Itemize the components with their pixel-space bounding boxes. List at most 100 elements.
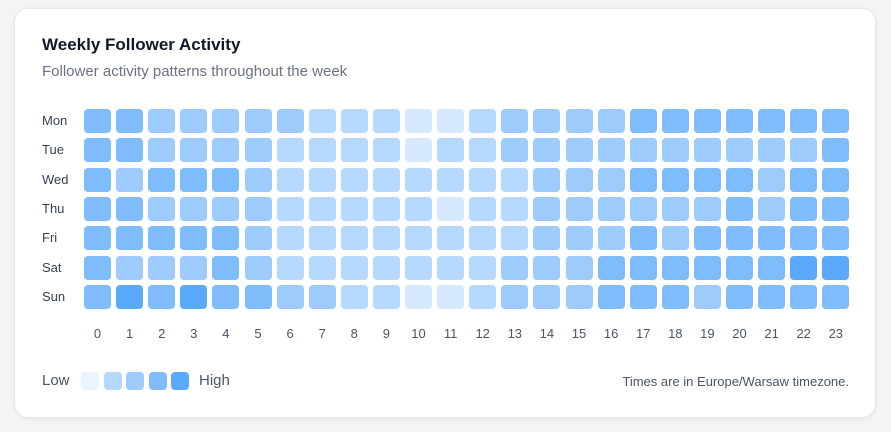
heatmap-cell[interactable] xyxy=(244,226,272,251)
heatmap-cell[interactable] xyxy=(405,255,432,280)
heatmap-cell[interactable] xyxy=(340,226,368,251)
heatmap-cell[interactable] xyxy=(116,284,144,309)
heatmap-cell[interactable] xyxy=(597,196,625,221)
heatmap-cell[interactable] xyxy=(533,138,561,163)
heatmap-cell[interactable] xyxy=(597,138,625,163)
heatmap-cell[interactable] xyxy=(597,167,625,192)
heatmap-cell[interactable] xyxy=(469,167,497,192)
heatmap-cell[interactable] xyxy=(437,226,465,251)
heatmap-cell[interactable] xyxy=(533,255,561,280)
heatmap-cell[interactable] xyxy=(469,226,497,251)
heatmap-cell[interactable] xyxy=(469,109,497,133)
heatmap-cell[interactable] xyxy=(308,167,336,192)
heatmap-cell[interactable] xyxy=(244,196,272,221)
heatmap-cell[interactable] xyxy=(212,138,240,163)
heatmap-cell[interactable] xyxy=(180,255,208,280)
heatmap-cell[interactable] xyxy=(693,109,721,133)
heatmap-cell[interactable] xyxy=(758,109,786,133)
heatmap-cell[interactable] xyxy=(84,284,111,309)
heatmap-cell[interactable] xyxy=(758,138,786,163)
heatmap-cell[interactable] xyxy=(244,109,272,133)
heatmap-cell[interactable] xyxy=(116,167,144,192)
heatmap-cell[interactable] xyxy=(84,138,111,163)
heatmap-cell[interactable] xyxy=(372,255,400,280)
heatmap-cell[interactable] xyxy=(726,196,753,221)
heatmap-cell[interactable] xyxy=(437,109,465,133)
heatmap-cell[interactable] xyxy=(340,196,368,221)
heatmap-cell[interactable] xyxy=(372,196,400,221)
heatmap-cell[interactable] xyxy=(726,167,753,192)
heatmap-cell[interactable] xyxy=(565,255,593,280)
heatmap-cell[interactable] xyxy=(116,138,144,163)
heatmap-cell[interactable] xyxy=(308,226,336,251)
heatmap-cell[interactable] xyxy=(597,226,625,251)
heatmap-cell[interactable] xyxy=(148,196,176,221)
heatmap-cell[interactable] xyxy=(276,255,304,280)
heatmap-cell[interactable] xyxy=(437,284,465,309)
heatmap-cell[interactable] xyxy=(469,284,497,309)
heatmap-cell[interactable] xyxy=(180,196,208,221)
heatmap-cell[interactable] xyxy=(372,109,400,133)
heatmap-cell[interactable] xyxy=(212,196,240,221)
heatmap-cell[interactable] xyxy=(84,255,111,280)
heatmap-cell[interactable] xyxy=(629,109,657,133)
heatmap-cell[interactable] xyxy=(629,255,657,280)
heatmap-cell[interactable] xyxy=(822,255,850,280)
heatmap-cell[interactable] xyxy=(212,109,240,133)
heatmap-cell[interactable] xyxy=(565,226,593,251)
heatmap-cell[interactable] xyxy=(790,196,818,221)
heatmap-cell[interactable] xyxy=(758,284,786,309)
heatmap-cell[interactable] xyxy=(629,167,657,192)
heatmap-cell[interactable] xyxy=(661,284,689,309)
heatmap-cell[interactable] xyxy=(372,226,400,251)
heatmap-cell[interactable] xyxy=(693,255,721,280)
heatmap-cell[interactable] xyxy=(661,109,689,133)
heatmap-cell[interactable] xyxy=(822,226,850,251)
heatmap-cell[interactable] xyxy=(693,138,721,163)
heatmap-cell[interactable] xyxy=(693,196,721,221)
heatmap-cell[interactable] xyxy=(405,167,432,192)
heatmap-cell[interactable] xyxy=(758,255,786,280)
heatmap-cell[interactable] xyxy=(405,196,432,221)
heatmap-cell[interactable] xyxy=(469,138,497,163)
heatmap-cell[interactable] xyxy=(244,138,272,163)
heatmap-cell[interactable] xyxy=(180,138,208,163)
heatmap-cell[interactable] xyxy=(372,167,400,192)
heatmap-cell[interactable] xyxy=(116,255,144,280)
heatmap-cell[interactable] xyxy=(437,255,465,280)
heatmap-cell[interactable] xyxy=(533,167,561,192)
heatmap-cell[interactable] xyxy=(565,109,593,133)
heatmap-cell[interactable] xyxy=(437,167,465,192)
heatmap-cell[interactable] xyxy=(244,167,272,192)
heatmap-cell[interactable] xyxy=(276,284,304,309)
heatmap-cell[interactable] xyxy=(661,167,689,192)
heatmap-cell[interactable] xyxy=(116,109,144,133)
heatmap-cell[interactable] xyxy=(148,167,176,192)
heatmap-cell[interactable] xyxy=(533,109,561,133)
heatmap-cell[interactable] xyxy=(726,255,753,280)
heatmap-cell[interactable] xyxy=(180,167,208,192)
heatmap-cell[interactable] xyxy=(758,167,786,192)
heatmap-cell[interactable] xyxy=(693,226,721,251)
heatmap-cell[interactable] xyxy=(661,138,689,163)
heatmap-cell[interactable] xyxy=(276,226,304,251)
heatmap-cell[interactable] xyxy=(308,138,336,163)
heatmap-cell[interactable] xyxy=(340,284,368,309)
heatmap-cell[interactable] xyxy=(822,138,850,163)
heatmap-cell[interactable] xyxy=(629,196,657,221)
heatmap-cell[interactable] xyxy=(565,138,593,163)
heatmap-cell[interactable] xyxy=(822,109,850,133)
heatmap-cell[interactable] xyxy=(629,284,657,309)
heatmap-cell[interactable] xyxy=(661,196,689,221)
heatmap-cell[interactable] xyxy=(501,138,529,163)
heatmap-cell[interactable] xyxy=(597,284,625,309)
heatmap-cell[interactable] xyxy=(340,255,368,280)
heatmap-cell[interactable] xyxy=(501,284,529,309)
heatmap-cell[interactable] xyxy=(565,167,593,192)
heatmap-cell[interactable] xyxy=(212,167,240,192)
heatmap-cell[interactable] xyxy=(308,284,336,309)
heatmap-cell[interactable] xyxy=(212,284,240,309)
heatmap-cell[interactable] xyxy=(84,226,111,251)
heatmap-cell[interactable] xyxy=(148,138,176,163)
heatmap-cell[interactable] xyxy=(469,196,497,221)
